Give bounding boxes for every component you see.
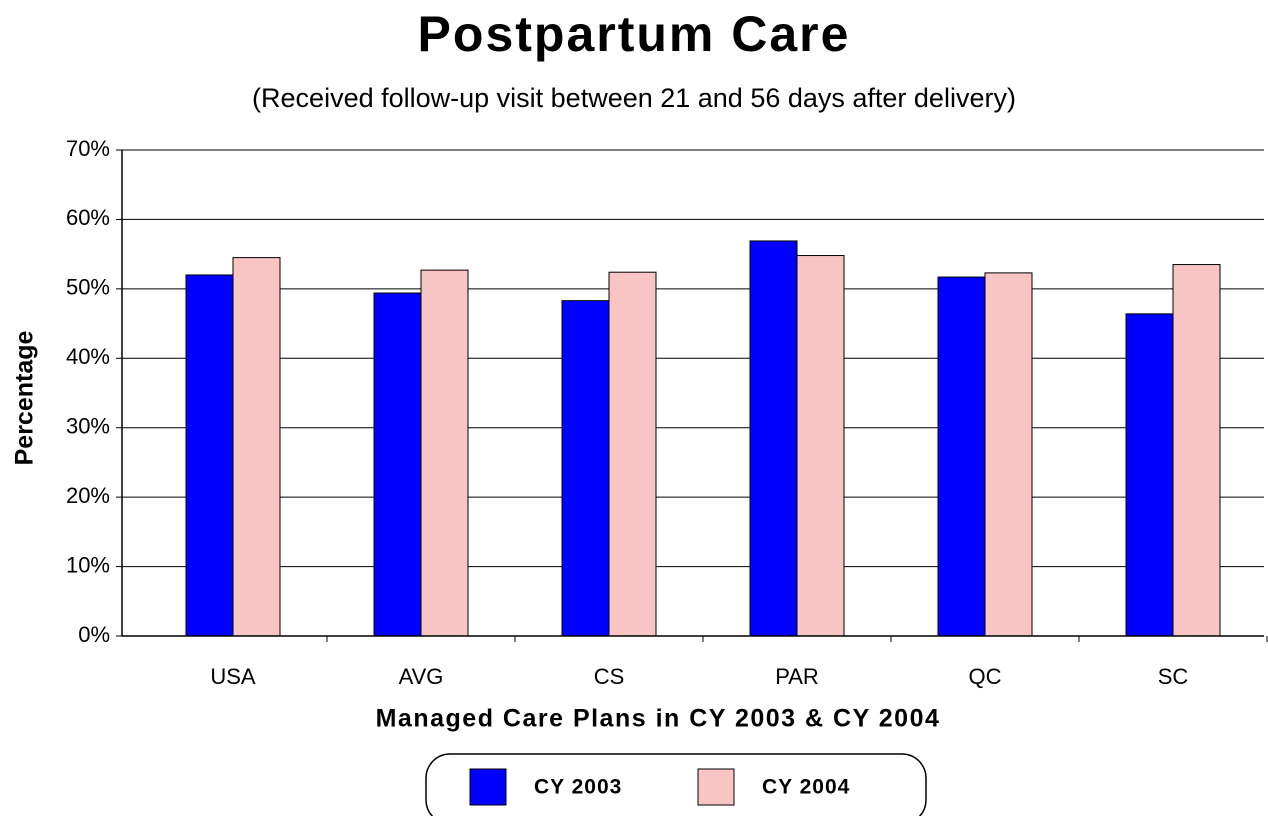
y-tick-label: 0% <box>78 622 110 647</box>
bar <box>937 276 986 637</box>
legend-label: CY 2004 <box>762 776 850 799</box>
x-tick-label: QC <box>969 664 1002 689</box>
x-tick-label: PAR <box>775 664 819 689</box>
bar <box>561 300 610 637</box>
bar <box>608 271 657 637</box>
bar <box>1125 313 1174 637</box>
x-tick-label: USA <box>210 664 256 689</box>
y-tick-label: 50% <box>66 275 110 300</box>
y-tick-label: 10% <box>66 552 110 577</box>
y-tick-label: 70% <box>66 136 110 161</box>
bar <box>1172 264 1221 637</box>
x-tick-label: AVG <box>399 664 444 689</box>
bar <box>749 240 798 637</box>
y-tick-label: 20% <box>66 483 110 508</box>
bar <box>796 255 845 637</box>
y-axis-title: Percentage <box>11 331 39 466</box>
chart-subtitle: (Received follow-up visit between 21 and… <box>252 83 1016 113</box>
bar <box>984 272 1033 637</box>
bar <box>185 274 234 637</box>
x-tick-label: CS <box>594 664 625 689</box>
bar <box>420 269 469 637</box>
legend-swatch <box>469 768 507 806</box>
legend-label: CY 2003 <box>534 776 622 799</box>
chart-title: Postpartum Care <box>418 6 851 62</box>
y-tick-label: 60% <box>66 205 110 230</box>
legend-swatch <box>697 768 735 806</box>
y-tick-label: 30% <box>66 414 110 439</box>
bar <box>232 257 281 637</box>
bar <box>373 292 422 637</box>
y-tick-label: 40% <box>66 344 110 369</box>
legend-box <box>425 753 927 816</box>
x-axis-title: Managed Care Plans in CY 2003 & CY 2004 <box>376 705 941 733</box>
x-tick-label: SC <box>1158 664 1189 689</box>
